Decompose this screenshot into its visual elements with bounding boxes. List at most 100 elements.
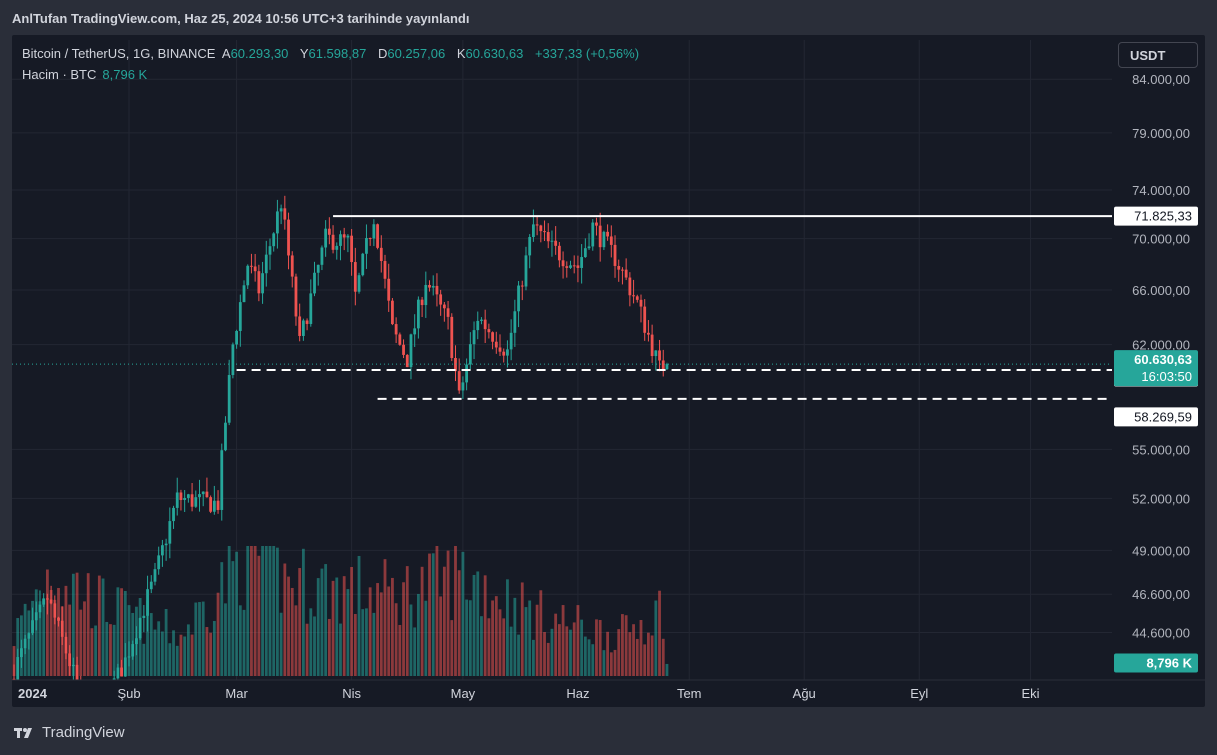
- volume-bar: [168, 643, 172, 676]
- candle-body: [231, 344, 235, 376]
- candle-body: [283, 208, 287, 220]
- volume-bar: [472, 574, 476, 676]
- volume-bar: [587, 639, 591, 676]
- volume-bar: [546, 642, 550, 676]
- candle-body: [413, 328, 417, 335]
- candle-body: [49, 599, 53, 604]
- volume-bar: [335, 577, 339, 676]
- candle-body: [198, 494, 201, 498]
- candle-body: [149, 581, 153, 590]
- volume-bar: [413, 627, 417, 676]
- volume-bar: [457, 570, 461, 676]
- candle-body: [454, 357, 457, 372]
- volume-bar: [339, 623, 342, 676]
- currency-button[interactable]: USDT: [1118, 42, 1198, 68]
- candle-body: [580, 257, 584, 268]
- candle-body: [595, 222, 598, 226]
- volume-bar: [535, 604, 539, 676]
- candle-body: [509, 332, 513, 350]
- candle-body: [253, 266, 257, 272]
- volume-bar: [94, 625, 98, 676]
- candle-body: [353, 262, 357, 292]
- candle-body: [12, 678, 16, 680]
- volume-bar: [42, 598, 46, 676]
- volume-bar: [250, 546, 253, 676]
- volume-bar: [194, 602, 198, 676]
- volume-bar: [209, 632, 213, 676]
- y-tick-label: 46.600,00: [1132, 587, 1190, 602]
- candle-body: [654, 350, 658, 357]
- volume-bar: [621, 614, 624, 676]
- symbol-label[interactable]: Bitcoin / TetherUS, 1G, BINANCE: [22, 46, 216, 61]
- x-tick-label: 2024: [18, 686, 48, 701]
- candle-body: [209, 497, 213, 512]
- volume-bar: [301, 548, 305, 676]
- candle-body: [27, 633, 31, 639]
- candle-body: [276, 211, 279, 234]
- volume-bar: [253, 546, 257, 676]
- volume-bar: [142, 643, 146, 676]
- volume-bar: [105, 621, 109, 676]
- ohlc-legend: Bitcoin / TetherUS, 1G, BINANCE A60.293,…: [22, 46, 647, 61]
- volume-bar: [357, 555, 361, 676]
- volume-bar: [172, 630, 175, 676]
- volume-bar: [409, 604, 413, 676]
- volume-bar: [602, 650, 606, 676]
- candle-body: [480, 319, 483, 321]
- volume-bar: [387, 586, 391, 676]
- volume-label[interactable]: Hacim · BTC: [22, 67, 97, 82]
- volume-bar: [309, 608, 313, 676]
- volume-bar: [120, 588, 123, 676]
- candle-body: [561, 260, 565, 267]
- volume-value: 8,796 K: [102, 67, 148, 82]
- candle-body: [632, 295, 635, 297]
- candle-body: [205, 491, 209, 498]
- line-price-label: 71.825,33: [1134, 209, 1192, 224]
- volume-bar: [428, 553, 431, 676]
- candle-body: [179, 492, 183, 501]
- volume-bar: [261, 546, 264, 676]
- volume-bar: [502, 618, 506, 676]
- y-tick-label: 62.000,00: [1132, 338, 1190, 353]
- volume-bar: [83, 601, 86, 676]
- candle-body: [335, 245, 339, 250]
- y-tick-label: 52.000,00: [1132, 491, 1190, 506]
- candle-body: [446, 308, 450, 317]
- candle-body: [598, 225, 602, 248]
- candle-body: [543, 231, 546, 233]
- volume-bar: [183, 636, 187, 676]
- volume-bar: [517, 634, 520, 676]
- volume-bar: [164, 609, 168, 676]
- volume-bar: [224, 603, 227, 676]
- candle-body: [235, 330, 238, 345]
- volume-bar: [290, 587, 294, 676]
- y-tick-label: 79.000,00: [1132, 126, 1190, 141]
- candle-body: [476, 320, 480, 331]
- volume-bar: [465, 599, 469, 676]
- volume-bar: [468, 600, 472, 676]
- candle-body: [116, 667, 120, 679]
- volume-bar: [661, 638, 665, 676]
- volume-bar: [520, 582, 524, 676]
- candle-body: [394, 324, 398, 335]
- high-label: Y: [299, 46, 309, 61]
- candle-body: [57, 617, 60, 621]
- volume-bar: [116, 587, 120, 676]
- candle-body: [138, 618, 142, 639]
- candle-body: [175, 492, 179, 508]
- candle-body: [298, 316, 302, 336]
- volume-bar: [235, 551, 238, 676]
- candle-body: [391, 300, 394, 325]
- volume-bar: [635, 638, 639, 676]
- tradingview-footer[interactable]: TradingView: [14, 724, 125, 741]
- candle-body: [628, 277, 632, 296]
- volume-bar: [190, 634, 194, 676]
- volume-bar: [149, 613, 153, 676]
- volume-bar: [617, 629, 621, 676]
- volume-bar: [186, 624, 190, 676]
- candle-body: [643, 306, 647, 333]
- volume-bar: [201, 601, 205, 676]
- volume-bar: [49, 590, 53, 676]
- candle-body: [339, 234, 342, 246]
